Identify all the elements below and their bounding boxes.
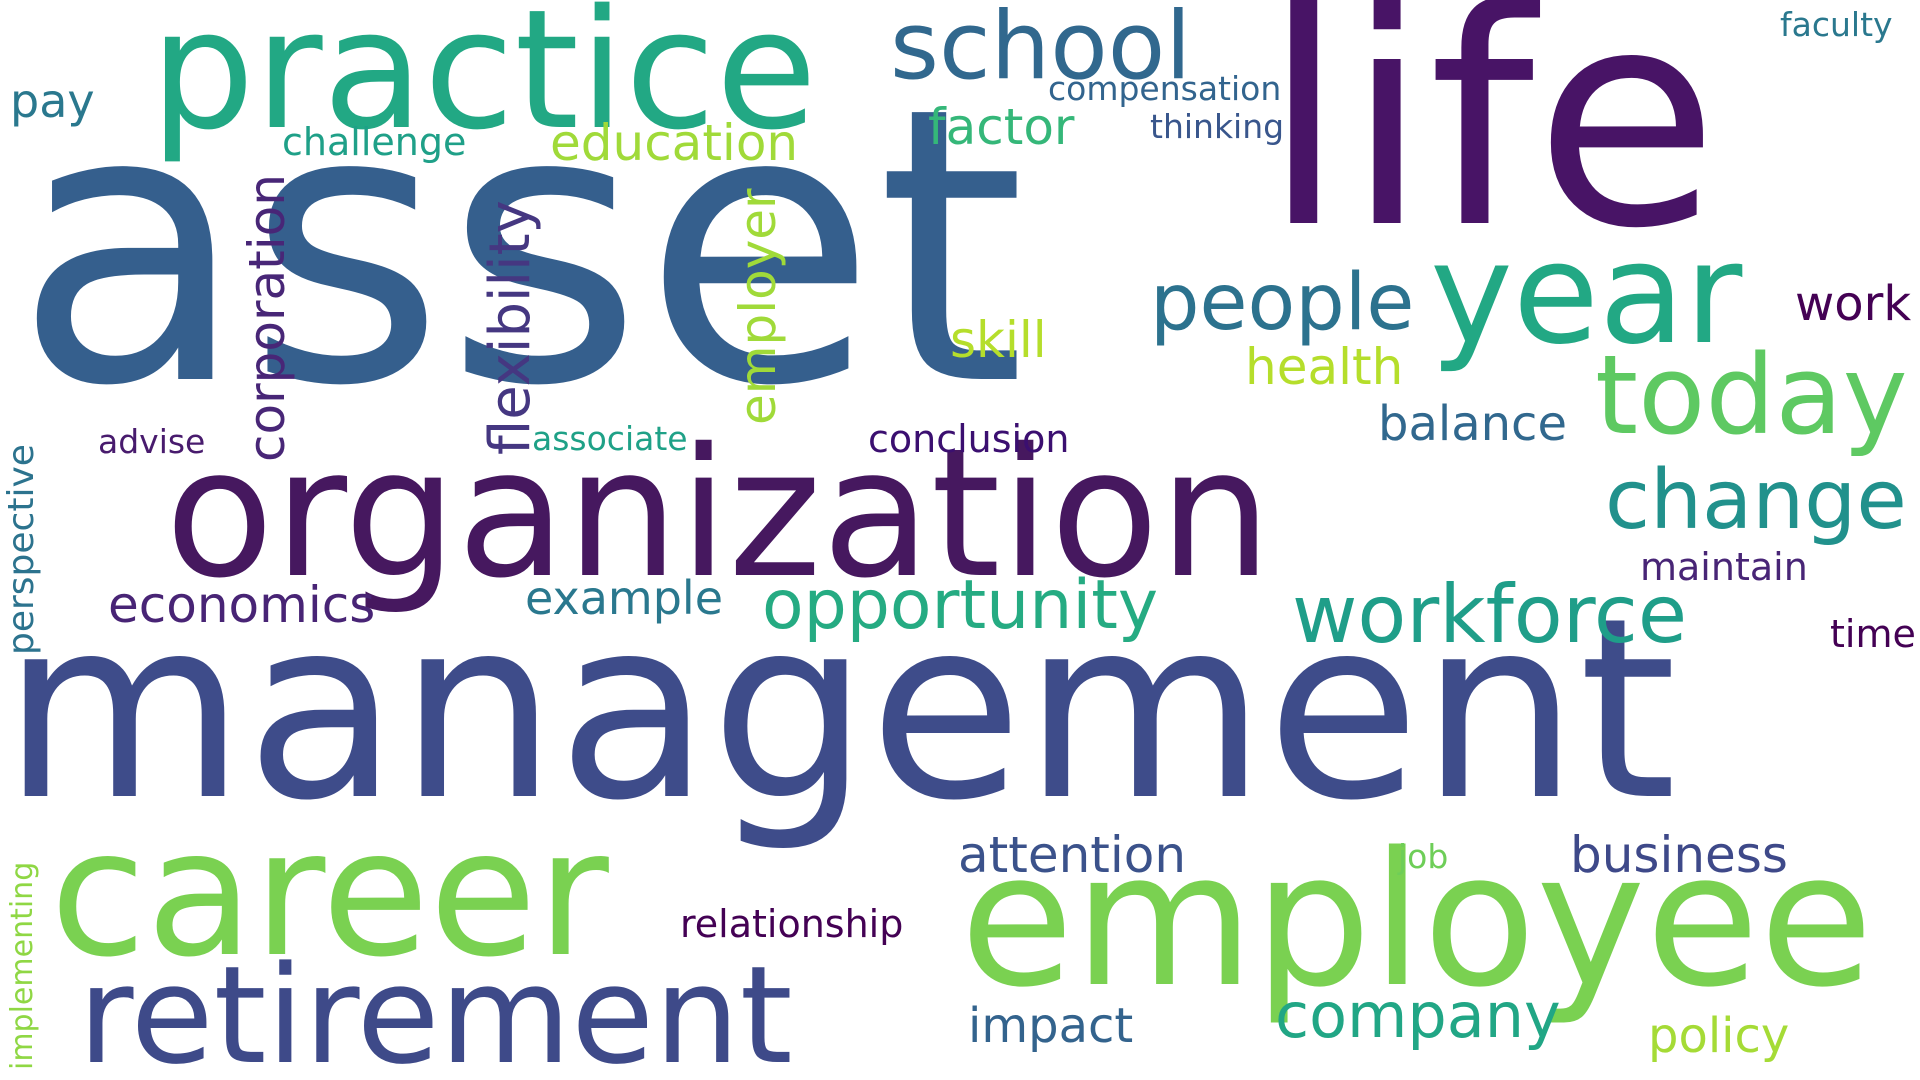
word-policy: policy — [1648, 1008, 1790, 1064]
word-job: job — [1398, 837, 1449, 876]
word-education: education — [550, 114, 799, 172]
word-time: time — [1830, 612, 1916, 656]
word-challenge: challenge — [282, 120, 467, 164]
word-conclusion: conclusion — [868, 417, 1070, 461]
word-maintain: maintain — [1640, 545, 1808, 589]
word-example: example — [525, 571, 723, 625]
word-perspective: perspective — [1, 444, 42, 655]
word-people: people — [1150, 258, 1415, 348]
word-asset: asset — [14, 26, 1026, 469]
word-factor: factor — [928, 98, 1075, 156]
word-career: career — [50, 793, 609, 996]
word-pay: pay — [10, 74, 95, 128]
word-life: life — [1262, 0, 1719, 294]
word-organization: organization — [165, 410, 1272, 617]
word-company: company — [1275, 979, 1561, 1052]
word-economics: economics — [108, 576, 376, 634]
word-balance: balance — [1378, 396, 1567, 452]
word-thinking: thinking — [1150, 107, 1285, 146]
word-corporation: corporation — [238, 174, 296, 462]
word-advise: advise — [98, 422, 206, 461]
word-practice: practice — [150, 0, 818, 166]
word-change: change — [1605, 453, 1907, 548]
word-flexibility: flexibility — [478, 200, 543, 455]
word-health: health — [1245, 338, 1404, 396]
word-work: work — [1795, 276, 1912, 332]
word-implementing: implementing — [5, 861, 40, 1070]
word-retirement: retirement — [78, 937, 793, 1080]
word-opportunity: opportunity — [762, 566, 1159, 645]
word-relationship: relationship — [680, 902, 904, 946]
word-associate: associate — [532, 419, 688, 458]
word-faculty: faculty — [1780, 5, 1893, 44]
word-management: management — [2, 564, 1677, 855]
word-compensation: compensation — [1048, 69, 1282, 108]
word-employee: employee — [960, 812, 1874, 1028]
word-attention: attention — [958, 826, 1187, 884]
word-year: year — [1430, 213, 1743, 376]
word-skill: skill — [950, 311, 1047, 369]
word-impact: impact — [968, 998, 1134, 1054]
word-workforce: workforce — [1292, 568, 1688, 661]
word-school: school — [890, 0, 1192, 101]
word-business: business — [1570, 826, 1788, 884]
word-today: today — [1595, 331, 1908, 459]
word-employer: employer — [729, 188, 787, 425]
